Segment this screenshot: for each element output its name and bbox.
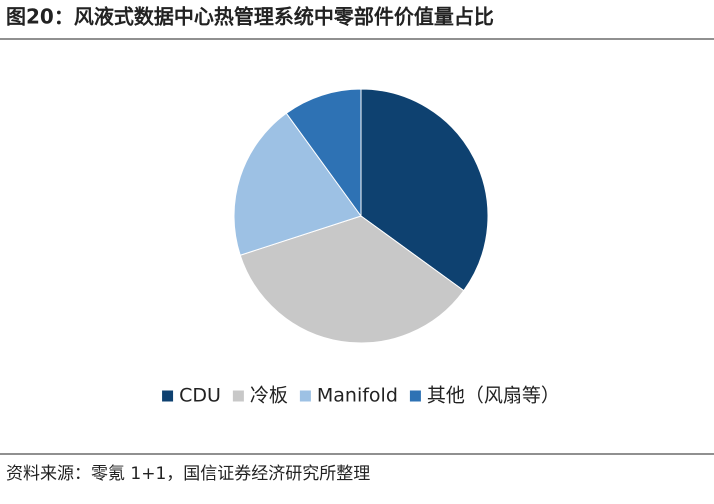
legend-swatch	[409, 390, 421, 402]
source: 资料来源：零氪 1+1，国信证券经济研究所整理	[6, 464, 370, 484]
pie-slice	[233, 112, 362, 256]
legend-label: Manifold	[317, 385, 398, 407]
pie-slice	[360, 88, 489, 292]
pie-slice	[285, 88, 362, 218]
legend-label: 其他（风扇等）	[427, 385, 560, 407]
legend-swatch	[299, 390, 311, 402]
legend-label: 冷板	[250, 385, 288, 407]
pie-slice	[239, 215, 465, 344]
legend-swatch	[232, 390, 244, 402]
chart-title: 图20：风液式数据中心热管理系统中零部件价值量占比	[6, 5, 494, 29]
legend-label: CDU	[179, 385, 221, 407]
legend-swatch	[162, 390, 174, 402]
